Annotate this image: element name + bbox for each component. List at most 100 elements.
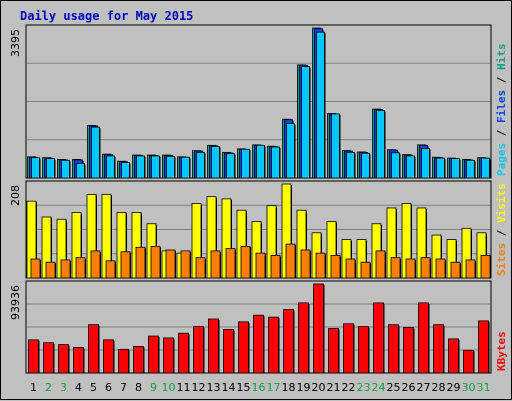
legend-item-files: Files	[495, 90, 508, 123]
bar-sites-day-28	[435, 258, 446, 279]
bar-sites-day-20	[315, 252, 326, 279]
bar-sites-day-15	[240, 245, 251, 279]
day-label-28: 28	[432, 381, 446, 394]
bar-kbytes-day-25	[388, 324, 399, 374]
bar-sites-day-26	[405, 258, 416, 279]
panel-kbytes: 93936 KBytes	[9, 280, 508, 374]
bar-pages-day-29	[451, 158, 460, 179]
bar-pages-day-21	[331, 113, 340, 179]
bar-pages-day-9	[151, 155, 160, 179]
bar-kbytes-day-24	[373, 302, 384, 374]
bar-pages-day-31	[481, 157, 490, 179]
bar-pages-day-22	[346, 151, 355, 179]
bar-kbytes-day-18	[283, 309, 294, 374]
bar-kbytes-day-11	[178, 332, 189, 374]
bar-sites-day-23	[360, 261, 371, 279]
bar-kbytes-day-4	[73, 347, 84, 374]
day-label-19: 19	[297, 381, 311, 394]
day-label-22: 22	[342, 381, 356, 394]
day-label-18: 18	[282, 381, 296, 394]
chart-title: Daily usage for May 2015	[20, 9, 193, 23]
bar-sites-day-2	[45, 261, 56, 279]
legend-separator: /	[495, 223, 508, 243]
bar-sites-day-6	[105, 260, 116, 279]
bar-sites-day-5	[90, 250, 101, 279]
panel-kbytes-max-label: 93936	[9, 285, 22, 320]
bar-sites-day-1	[30, 258, 41, 279]
bar-pages-day-20	[316, 31, 325, 179]
bar-sites-day-13	[210, 250, 221, 279]
bar-sites-day-8	[135, 246, 146, 279]
day-label-16: 16	[252, 381, 266, 394]
bar-kbytes-day-12	[193, 326, 204, 374]
bar-pages-day-18	[286, 123, 295, 179]
bar-sites-day-7	[120, 251, 131, 279]
bar-pages-day-30	[466, 159, 475, 179]
bar-kbytes-day-26	[403, 327, 414, 374]
bar-pages-day-24	[376, 110, 385, 179]
bar-pages-day-17	[271, 146, 280, 179]
bar-kbytes-day-17	[268, 316, 279, 374]
bar-pages-day-11	[181, 156, 190, 179]
bar-pages-day-13	[211, 146, 220, 179]
day-label-29: 29	[447, 381, 461, 394]
bar-sites-day-18	[285, 243, 296, 279]
bar-sites-day-17	[270, 255, 281, 279]
bar-sites-day-22	[345, 258, 356, 279]
day-label-8: 8	[135, 381, 142, 394]
panel-hits-legend: Pages / Files / Hits	[495, 44, 508, 177]
bar-kbytes-day-19	[298, 302, 309, 374]
bar-kbytes-day-2	[43, 342, 54, 374]
bar-sites-day-16	[255, 252, 266, 279]
bar-pages-day-28	[436, 157, 445, 179]
day-label-5: 5	[90, 381, 97, 394]
day-label-13: 13	[207, 381, 221, 394]
bar-pages-day-1	[31, 157, 40, 179]
day-label-21: 21	[327, 381, 341, 394]
bar-pages-day-12	[196, 151, 205, 179]
panel-hits: 3395 Pages / Files / Hits	[9, 24, 508, 179]
bar-pages-day-2	[46, 158, 55, 179]
bar-sites-day-25	[390, 257, 401, 279]
bar-kbytes-day-22	[343, 323, 354, 374]
bar-kbytes-day-29	[448, 338, 459, 374]
bar-kbytes-day-6	[103, 339, 114, 374]
bar-sites-day-3	[60, 259, 71, 279]
legend-separator: /	[495, 123, 508, 143]
day-label-31: 31	[477, 381, 491, 394]
day-label-12: 12	[192, 381, 206, 394]
panel-visits-legend: Sites / Visits	[495, 183, 508, 276]
day-label-10: 10	[162, 381, 176, 394]
bar-kbytes-day-14	[223, 329, 234, 374]
bar-sites-day-29	[450, 261, 461, 279]
bar-kbytes-day-27	[418, 302, 429, 374]
bar-pages-day-6	[106, 155, 115, 179]
panel-visits: 208 Sites / Visits	[9, 180, 508, 279]
bar-pages-day-3	[61, 159, 70, 179]
legend-item-visits: Visits	[495, 183, 508, 223]
bar-kbytes-day-13	[208, 318, 219, 374]
bar-kbytes-day-30	[463, 349, 474, 374]
bar-sites-day-21	[330, 255, 341, 279]
day-label-23: 23	[357, 381, 371, 394]
bar-kbytes-day-1	[28, 339, 39, 374]
panel-visits-max-label: 208	[9, 185, 22, 206]
bar-sites-day-24	[375, 250, 386, 279]
bar-kbytes-day-21	[328, 328, 339, 374]
bar-pages-day-16	[256, 144, 265, 179]
bar-kbytes-day-8	[133, 346, 144, 374]
day-label-24: 24	[372, 381, 386, 394]
day-label-26: 26	[402, 381, 416, 394]
legend-item-hits: Hits	[495, 44, 508, 71]
day-label-4: 4	[75, 381, 82, 394]
bar-kbytes-day-15	[238, 321, 249, 374]
panel-hits-max-label: 3395	[9, 29, 22, 57]
bar-kbytes-day-5	[88, 324, 99, 374]
bar-sites-day-4	[75, 257, 86, 279]
bar-pages-day-27	[421, 147, 430, 179]
bar-kbytes-day-3	[58, 344, 69, 374]
legend-item-kbytes: KBytes	[495, 331, 508, 371]
bar-pages-day-19	[301, 66, 310, 179]
bar-kbytes-day-7	[118, 348, 129, 374]
